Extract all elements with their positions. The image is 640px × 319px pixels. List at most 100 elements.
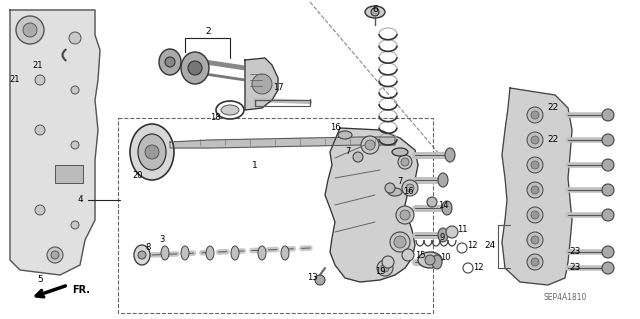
Circle shape [527, 254, 543, 270]
Circle shape [527, 132, 543, 148]
Circle shape [381, 264, 389, 272]
Circle shape [138, 251, 146, 259]
Circle shape [170, 61, 173, 63]
Circle shape [602, 262, 614, 274]
Text: 4: 4 [77, 196, 83, 204]
Text: 9: 9 [440, 234, 445, 242]
Ellipse shape [216, 101, 244, 119]
Text: 23: 23 [570, 263, 580, 272]
Ellipse shape [365, 6, 385, 18]
Circle shape [47, 247, 63, 263]
Text: 20: 20 [132, 170, 143, 180]
Circle shape [35, 125, 45, 135]
Circle shape [527, 107, 543, 123]
Text: 3: 3 [159, 235, 164, 244]
Circle shape [527, 157, 543, 173]
Polygon shape [245, 58, 278, 110]
Circle shape [188, 61, 202, 75]
Text: 21: 21 [10, 76, 20, 85]
Circle shape [170, 60, 173, 63]
Circle shape [602, 134, 614, 146]
Ellipse shape [221, 105, 239, 115]
Text: 16: 16 [403, 188, 413, 197]
Ellipse shape [281, 246, 289, 260]
Circle shape [315, 275, 325, 285]
Polygon shape [502, 88, 572, 285]
Ellipse shape [432, 255, 442, 269]
Circle shape [401, 158, 409, 166]
Circle shape [23, 23, 37, 37]
Circle shape [371, 8, 379, 16]
Circle shape [51, 251, 59, 259]
Ellipse shape [134, 245, 150, 265]
Text: 7: 7 [346, 147, 351, 157]
Ellipse shape [181, 246, 189, 260]
Circle shape [170, 62, 173, 65]
Text: 21: 21 [33, 61, 44, 70]
Circle shape [168, 58, 172, 62]
Circle shape [71, 141, 79, 149]
Circle shape [377, 260, 393, 276]
Circle shape [602, 159, 614, 171]
Circle shape [527, 207, 543, 223]
Circle shape [35, 75, 45, 85]
Circle shape [457, 243, 467, 253]
Text: 18: 18 [210, 114, 220, 122]
Text: FR.: FR. [72, 285, 90, 295]
Circle shape [385, 183, 395, 193]
Circle shape [16, 16, 44, 44]
Ellipse shape [445, 148, 455, 162]
Circle shape [402, 180, 418, 196]
Circle shape [170, 62, 173, 64]
Circle shape [527, 232, 543, 248]
Circle shape [602, 246, 614, 258]
Circle shape [361, 136, 379, 154]
Circle shape [531, 136, 539, 144]
Text: 7: 7 [397, 177, 403, 187]
Ellipse shape [442, 201, 452, 215]
Text: SEP4A1810: SEP4A1810 [543, 293, 587, 302]
Circle shape [402, 249, 414, 261]
Text: 11: 11 [457, 226, 467, 234]
Ellipse shape [138, 134, 166, 170]
Circle shape [69, 32, 81, 44]
Polygon shape [10, 10, 100, 275]
Circle shape [602, 109, 614, 121]
Text: 13: 13 [307, 273, 317, 283]
Ellipse shape [231, 246, 239, 260]
Text: 5: 5 [37, 276, 43, 285]
Ellipse shape [438, 173, 448, 187]
Ellipse shape [206, 246, 214, 260]
Circle shape [166, 61, 170, 63]
Text: 14: 14 [438, 201, 448, 210]
Circle shape [446, 226, 458, 238]
Polygon shape [170, 137, 395, 148]
Circle shape [527, 182, 543, 198]
Ellipse shape [418, 252, 442, 268]
Circle shape [396, 206, 414, 224]
Circle shape [168, 59, 170, 62]
Ellipse shape [159, 49, 181, 75]
Circle shape [602, 184, 614, 196]
Circle shape [168, 63, 172, 65]
Circle shape [531, 186, 539, 194]
Circle shape [35, 205, 45, 215]
Circle shape [531, 161, 539, 169]
Text: 24: 24 [484, 241, 495, 249]
Ellipse shape [161, 246, 169, 260]
Text: 19: 19 [375, 268, 385, 277]
Ellipse shape [388, 188, 402, 196]
Circle shape [390, 232, 410, 252]
Circle shape [145, 145, 159, 159]
Text: 12: 12 [473, 263, 483, 272]
Ellipse shape [181, 52, 209, 84]
Text: 23: 23 [570, 248, 580, 256]
Polygon shape [325, 128, 418, 282]
Circle shape [463, 263, 473, 273]
Text: 15: 15 [415, 250, 425, 259]
Circle shape [427, 197, 437, 207]
Circle shape [382, 256, 394, 268]
Circle shape [252, 74, 272, 94]
Circle shape [167, 62, 170, 64]
Bar [55, 165, 83, 183]
